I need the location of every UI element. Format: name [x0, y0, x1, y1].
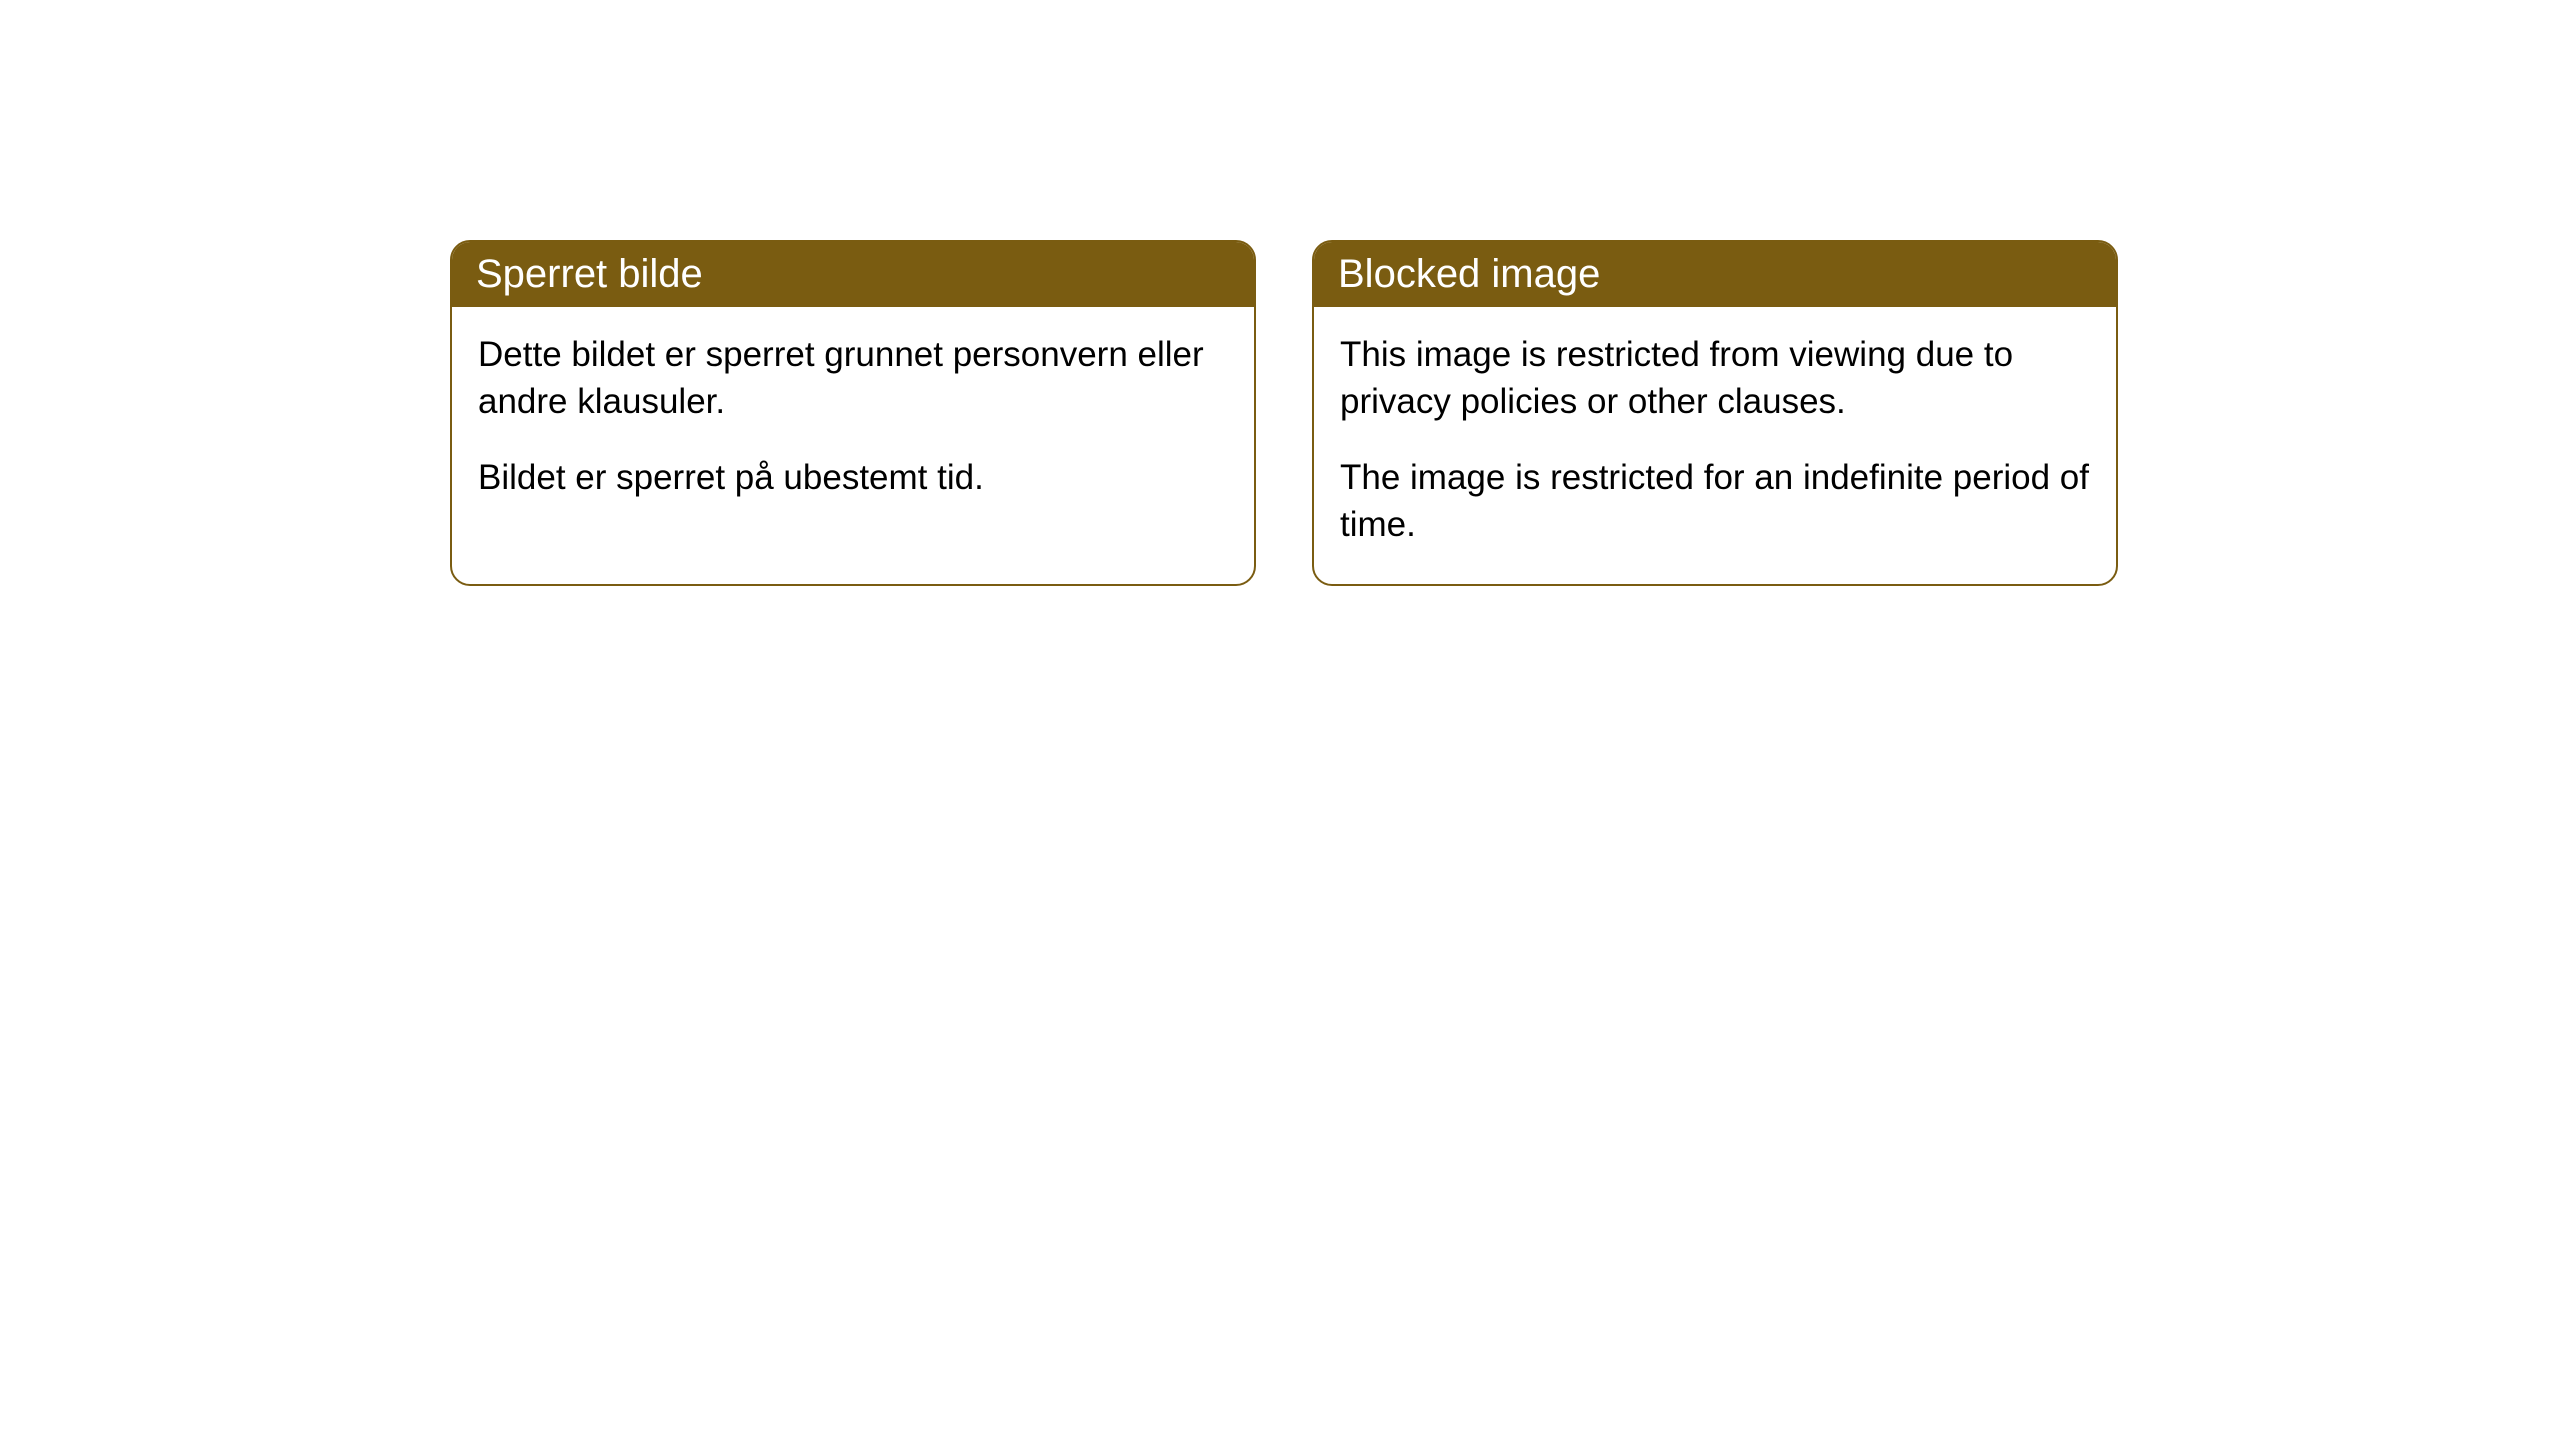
card-body: This image is restricted from viewing du… [1314, 307, 2116, 584]
restricted-image-card-norwegian: Sperret bilde Dette bildet er sperret gr… [450, 240, 1256, 586]
card-header: Blocked image [1314, 242, 2116, 307]
card-header: Sperret bilde [452, 242, 1254, 307]
card-paragraph: The image is restricted for an indefinit… [1340, 454, 2090, 549]
restricted-image-card-english: Blocked image This image is restricted f… [1312, 240, 2118, 586]
card-paragraph: Bildet er sperret på ubestemt tid. [478, 454, 1228, 501]
notice-cards-container: Sperret bilde Dette bildet er sperret gr… [450, 240, 2118, 586]
card-paragraph: This image is restricted from viewing du… [1340, 331, 2090, 426]
card-body: Dette bildet er sperret grunnet personve… [452, 307, 1254, 537]
card-title: Blocked image [1338, 252, 1600, 296]
card-title: Sperret bilde [476, 252, 703, 296]
card-paragraph: Dette bildet er sperret grunnet personve… [478, 331, 1228, 426]
